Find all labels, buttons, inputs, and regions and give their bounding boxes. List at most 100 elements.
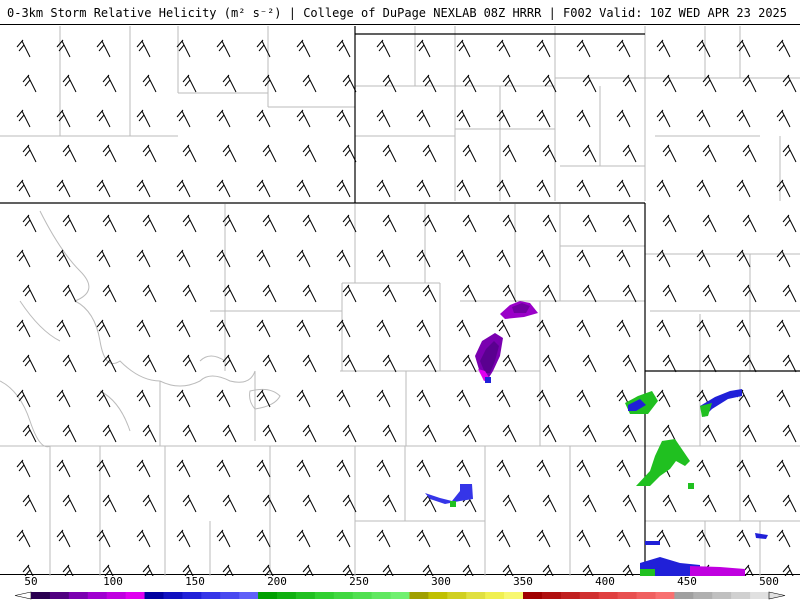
wind-barb <box>22 564 34 576</box>
wind-barb <box>176 109 191 128</box>
wind-barb <box>102 284 117 303</box>
wind-barb <box>136 249 151 268</box>
wind-barb <box>302 144 317 163</box>
wind-barb <box>136 179 151 198</box>
wind-barb <box>382 354 397 373</box>
wind-barb <box>102 494 117 513</box>
wind-barb <box>542 74 557 93</box>
colorbar-swatch <box>712 592 732 599</box>
wind-barb <box>742 74 757 93</box>
wind-barb <box>616 459 631 478</box>
wind-barb <box>176 39 191 58</box>
wind-barb <box>496 109 511 128</box>
colorbar-swatch <box>220 592 240 599</box>
wind-barb <box>222 74 237 93</box>
wind-barb <box>342 494 357 513</box>
wind-barb <box>422 424 437 443</box>
wind-barb <box>576 39 591 58</box>
wind-barb <box>622 424 637 443</box>
wind-barb <box>582 74 597 93</box>
wind-barb <box>182 74 197 93</box>
wind-barb <box>16 109 31 128</box>
wind-barb <box>96 389 111 408</box>
wind-barb <box>742 214 757 233</box>
wind-barb <box>136 529 151 548</box>
wind-barb <box>182 424 197 443</box>
wind-barb <box>656 39 671 58</box>
wind-barb <box>336 459 351 478</box>
colorbar-swatch <box>49 592 70 599</box>
colorbar-swatch <box>125 592 146 599</box>
wind-barb <box>142 144 157 163</box>
wind-barb <box>696 459 711 478</box>
wind-barb <box>96 249 111 268</box>
helicity-blob <box>700 403 712 417</box>
wind-barb <box>776 179 791 198</box>
wind-barb <box>416 319 431 338</box>
wind-barb <box>176 249 191 268</box>
wind-barb <box>656 249 671 268</box>
helicity-blob <box>425 484 473 504</box>
wind-barb <box>256 529 271 548</box>
colorbar-swatch <box>636 592 656 599</box>
wind-barb <box>256 109 271 128</box>
wind-barb <box>296 39 311 58</box>
wind-barb <box>616 39 631 58</box>
wind-barb <box>696 319 711 338</box>
wind-barb <box>296 109 311 128</box>
wind-barb <box>456 179 471 198</box>
wind-barb <box>422 144 437 163</box>
wind-barb <box>216 109 231 128</box>
colorbar-swatch <box>428 592 448 599</box>
wind-barb <box>536 39 551 58</box>
wind-barb <box>22 424 37 443</box>
colorbar-swatch <box>68 592 89 599</box>
wind-barb <box>56 319 71 338</box>
colorbar-swatch <box>447 592 467 599</box>
wind-barb <box>142 284 157 303</box>
wind-barb <box>62 144 77 163</box>
colorbar-swatch <box>485 592 505 599</box>
wind-barb <box>742 284 757 303</box>
wind-barb <box>456 109 471 128</box>
wind-barb <box>702 354 717 373</box>
wind-barb <box>376 319 391 338</box>
wind-barb <box>576 459 591 478</box>
wind-barb <box>96 319 111 338</box>
wind-barb <box>456 459 471 478</box>
wind-barb <box>62 214 77 233</box>
wind-barb <box>496 249 511 268</box>
wind-barb <box>176 529 191 548</box>
wind-barb <box>536 109 551 128</box>
wind-barb <box>502 564 514 576</box>
wind-barb <box>742 424 757 443</box>
wind-barb <box>142 74 157 93</box>
wind-barb <box>176 389 191 408</box>
wind-barb <box>16 39 31 58</box>
helicity-blob <box>688 483 694 489</box>
wind-barb <box>22 214 37 233</box>
wind-barb <box>296 319 311 338</box>
wind-barb <box>382 284 397 303</box>
colorbar-swatch <box>674 592 694 599</box>
wind-barb <box>702 284 717 303</box>
wind-barb <box>542 214 557 233</box>
wind-barb <box>576 249 591 268</box>
wind-barb <box>462 144 477 163</box>
map-area <box>0 24 800 576</box>
wind-barb <box>382 74 397 93</box>
wind-barb <box>216 389 231 408</box>
wind-barb <box>576 179 591 198</box>
wind-barb <box>462 424 477 443</box>
wind-barb <box>696 39 711 58</box>
helicity-blob <box>700 389 742 417</box>
wind-barb <box>496 179 511 198</box>
wind-barb <box>176 319 191 338</box>
county-borders <box>0 26 800 576</box>
state-borders <box>0 26 800 576</box>
wind-barb <box>296 179 311 198</box>
wind-barb <box>102 74 117 93</box>
wind-barb <box>222 284 237 303</box>
wind-barb <box>782 354 797 373</box>
colorbar-swatch <box>31 592 51 599</box>
